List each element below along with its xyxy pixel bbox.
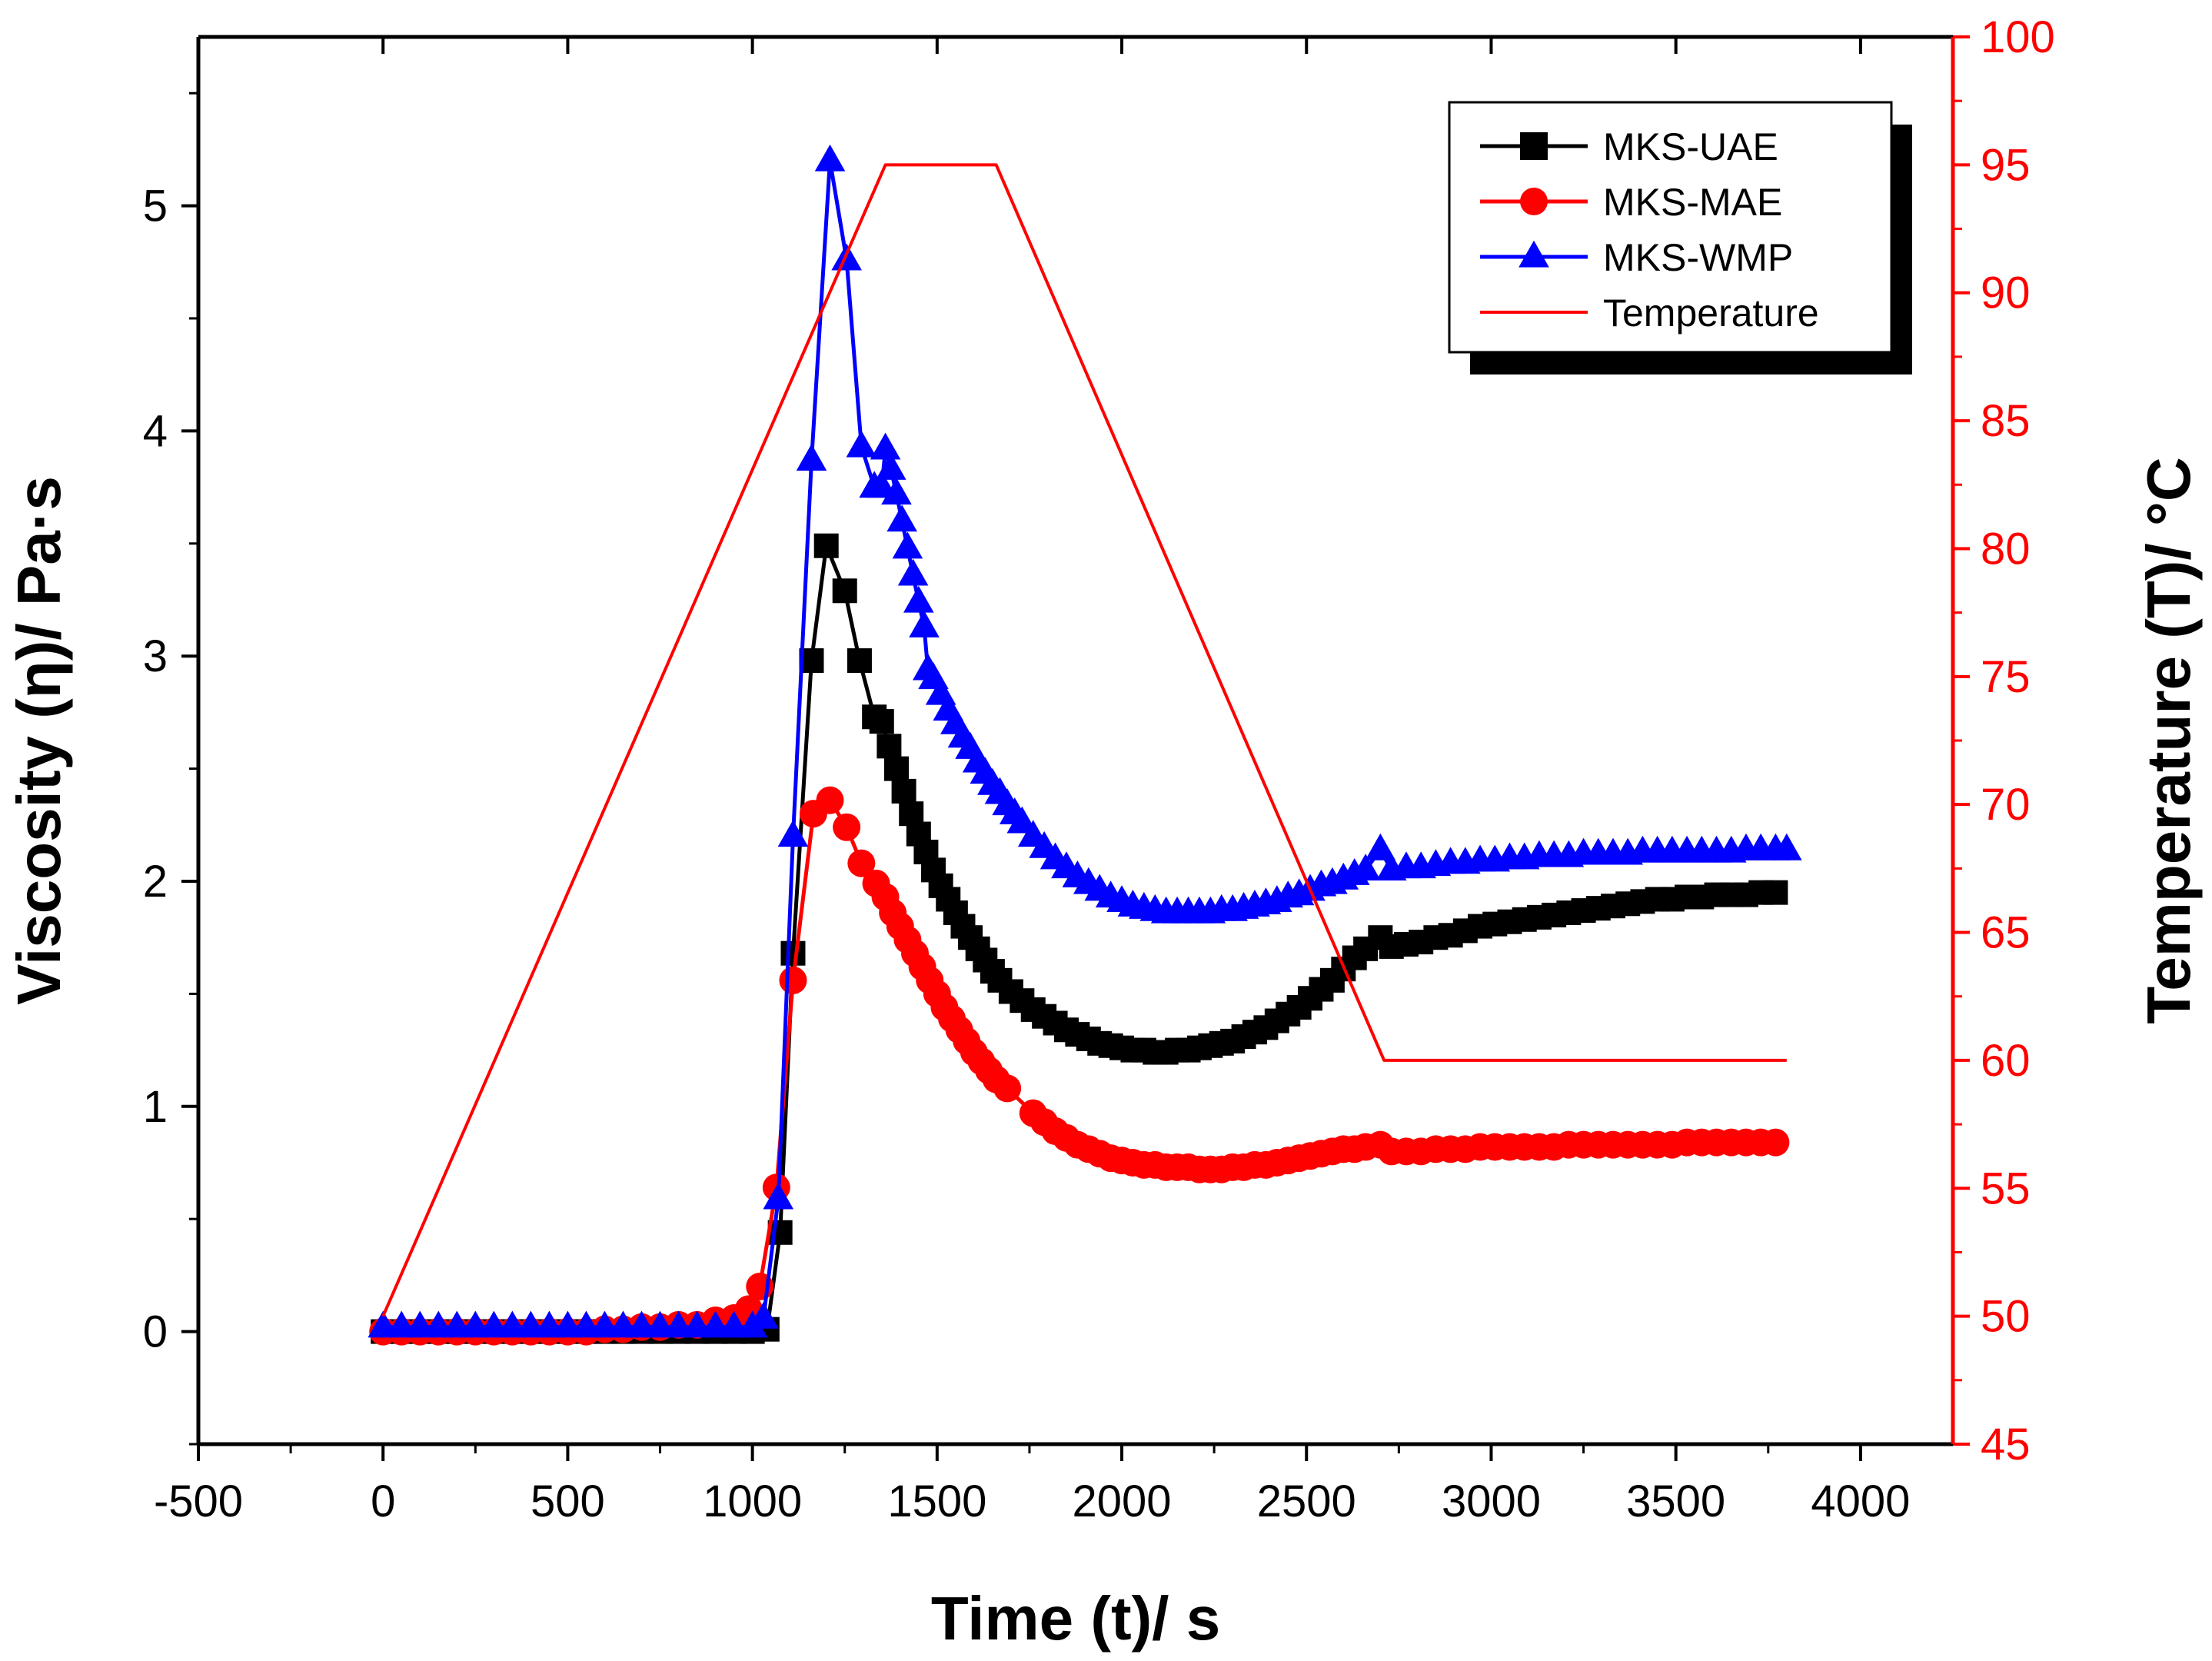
data-point-mks-wmp xyxy=(881,478,912,505)
data-point-mks-wmp xyxy=(892,531,923,559)
x-tick-label: 3000 xyxy=(1442,1476,1541,1526)
data-point-mks-mae xyxy=(1761,1128,1790,1157)
y2-tick-label: 60 xyxy=(1981,1036,2031,1086)
data-point-mks-wmp xyxy=(1350,854,1381,881)
x-tick-label: 4000 xyxy=(1811,1476,1910,1526)
y-tick-label: 3 xyxy=(143,631,168,681)
x-tick-label: 1000 xyxy=(703,1476,802,1526)
legend-label: MKS-MAE xyxy=(1603,181,1782,224)
data-point-mks-wmp xyxy=(909,610,940,637)
y2-tick-label: 45 xyxy=(1981,1420,2031,1470)
data-point-mks-mae xyxy=(816,786,844,814)
data-point-mks-uae xyxy=(780,940,806,966)
data-point-mks-wmp xyxy=(777,820,809,847)
x-tick-label: 0 xyxy=(371,1476,395,1526)
data-point-mks-wmp xyxy=(846,430,877,458)
x-tick-label: 3500 xyxy=(1626,1476,1725,1526)
data-point-mks-wmp xyxy=(763,1182,794,1210)
series-temperature xyxy=(381,163,1787,1317)
legend-item-mks-mae: MKS-MAE xyxy=(1480,181,1782,224)
y2-tick-label: 100 xyxy=(1981,12,2055,62)
y2-tick-label: 55 xyxy=(1981,1163,2031,1213)
x-ticks: -500 0 500 1000 1500 2000 2500 3000 3500 4000 xyxy=(154,37,1910,1526)
y2-tick-label: 80 xyxy=(1981,524,2031,574)
legend-label: MKS-WMP xyxy=(1603,236,1793,279)
legend-label: Temperature xyxy=(1603,291,1819,335)
data-point-mks-wmp xyxy=(897,558,929,586)
y-tick-label: 2 xyxy=(143,857,168,907)
data-point-mks-uae xyxy=(832,578,857,604)
x-tick-label: 2500 xyxy=(1257,1476,1356,1526)
y-ticks: 0 1 2 3 4 5 xyxy=(143,92,198,1446)
data-point-mks-wmp xyxy=(1771,833,1802,860)
data-point-mks-wmp xyxy=(748,1301,779,1329)
y2-tick-label: 75 xyxy=(1981,652,2031,702)
data-point-mks-uae xyxy=(891,778,916,804)
legend-item-mks-wmp: MKS-WMP xyxy=(1480,236,1793,279)
y2-ticks: 45 50 55 60 65 70 75 80 85 90 95 100 xyxy=(1953,12,2055,1470)
legend-swatch-marker xyxy=(1518,240,1549,268)
y2-tick-label: 95 xyxy=(1981,140,2031,190)
series-line-temperature xyxy=(381,163,1787,1317)
y2-axis-title: Temperature (T)/ °C xyxy=(2134,457,2203,1024)
legend-swatch-marker xyxy=(1520,132,1548,160)
legend: MKS-UAE MKS-MAE MKS-WMP Temperature xyxy=(1448,101,1912,374)
y-tick-label: 5 xyxy=(143,181,168,231)
data-point-mks-wmp xyxy=(870,432,901,460)
legend-label: MKS-UAE xyxy=(1603,125,1778,168)
y2-tick-label: 65 xyxy=(1981,908,2031,958)
data-point-mks-uae xyxy=(847,648,872,674)
x-tick-label: 1500 xyxy=(887,1476,986,1526)
y2-tick-label: 50 xyxy=(1981,1292,2031,1342)
data-point-mks-uae xyxy=(1763,880,1788,905)
y2-tick-label: 85 xyxy=(1981,396,2031,446)
data-point-mks-uae xyxy=(876,734,902,759)
series-layer xyxy=(368,144,1802,1346)
data-point-mks-mae xyxy=(993,1074,1022,1103)
y-tick-label: 4 xyxy=(143,406,168,456)
y2-tick-label: 70 xyxy=(1981,780,2031,830)
legend-item-mks-uae: MKS-UAE xyxy=(1480,125,1778,168)
data-point-mks-mae xyxy=(847,849,876,877)
data-point-mks-mae xyxy=(779,966,807,994)
y2-tick-label: 90 xyxy=(1981,268,2031,318)
y-axis-title: Viscosity (η)/ Pa·s xyxy=(5,476,73,1005)
data-point-mks-wmp xyxy=(903,585,934,613)
data-point-mks-uae xyxy=(813,533,839,558)
data-point-mks-wmp xyxy=(1365,833,1396,860)
x-tick-label: 2000 xyxy=(1073,1476,1172,1526)
data-point-mks-wmp xyxy=(886,504,918,532)
series-mks-wmp xyxy=(368,144,1802,1338)
data-point-mks-wmp xyxy=(814,144,846,171)
data-point-mks-wmp xyxy=(796,444,827,471)
x-tick-label: -500 xyxy=(154,1476,243,1526)
y-tick-label: 0 xyxy=(143,1307,168,1357)
x-axis-title: Time (t)/ s xyxy=(931,1584,1220,1653)
legend-swatch-marker xyxy=(1520,188,1548,215)
x-tick-label: 500 xyxy=(531,1476,605,1526)
data-point-mks-uae xyxy=(883,756,909,781)
legend-item-temperature: Temperature xyxy=(1480,291,1819,335)
data-point-mks-wmp xyxy=(875,452,906,480)
y-tick-label: 1 xyxy=(143,1082,168,1132)
data-point-mks-mae xyxy=(833,813,861,841)
data-point-mks-uae xyxy=(869,709,894,734)
